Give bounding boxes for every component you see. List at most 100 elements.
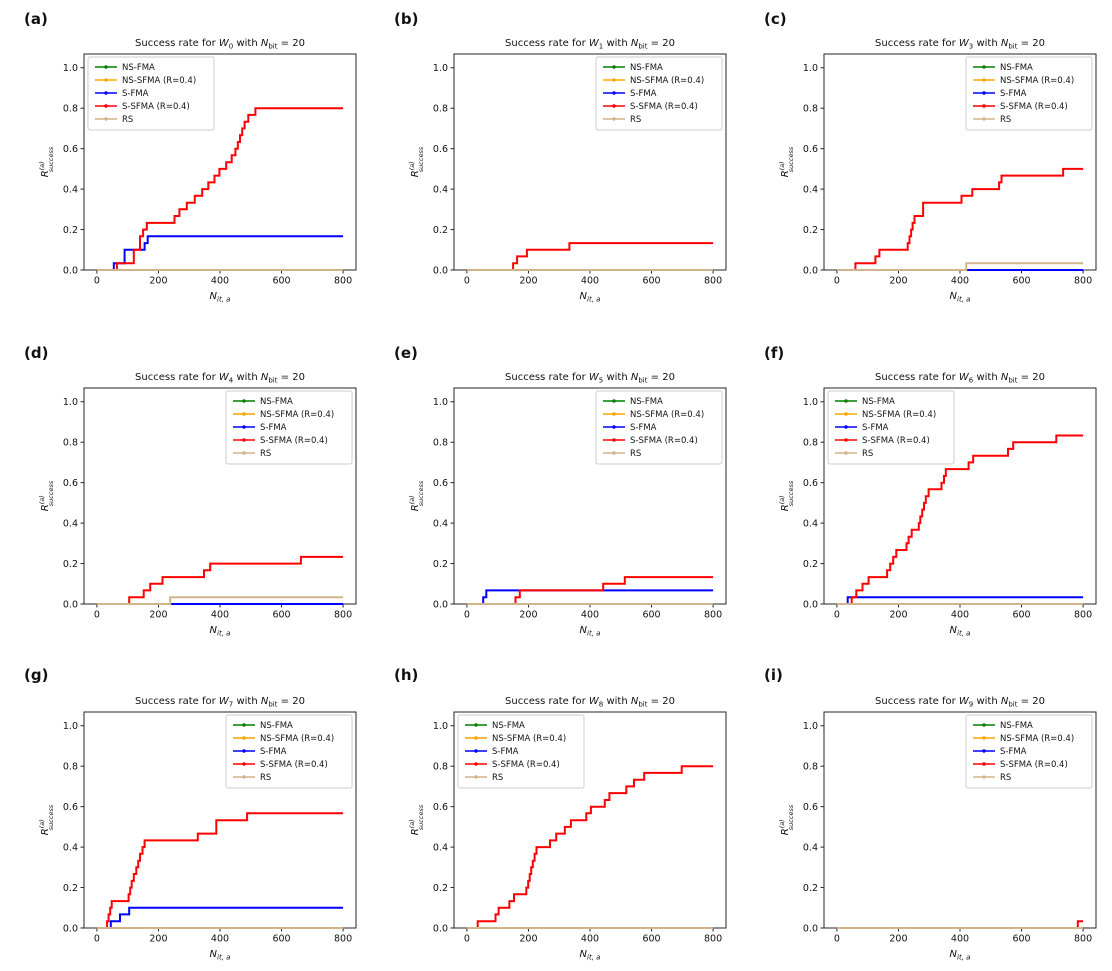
legend-marker-dot [104,65,108,69]
subplot-title: Success rate for W3 with Nbit = 20 [875,38,1045,51]
y-tick-label: 0.6 [803,802,818,813]
x-axis-label: Nit, a [580,291,601,304]
legend-label: S-SFMA (R=0.4) [630,102,698,112]
x-tick-label: 200 [519,610,537,621]
subplot-b: (b) 0 200 400 600 800 0.0 0.2 0.4 0.6 0.8 1.0 Succe… [370,0,740,320]
series-line-s-sfma-r-0-4- [466,765,714,929]
series-line-s-sfma-r-0-4- [96,812,344,929]
panel-label-i: (i) [764,666,783,684]
legend-label: NS-SFMA (R=0.4) [1000,76,1074,86]
legend-marker-dot [844,399,848,403]
legend-label: NS-SFMA (R=0.4) [630,76,704,86]
legend-marker-dot [612,91,616,95]
legend-label: S-FMA [862,423,889,433]
subplot-title: Success rate for W4 with Nbit = 20 [135,372,305,385]
x-tick-label: 800 [1074,934,1092,945]
legend-label: S-FMA [260,747,287,757]
legend-marker-dot [982,723,986,727]
y-axis-label: R(a)success [408,480,425,511]
legend-box [965,56,1093,131]
subplot-c: (c) 0 200 400 600 800 0.0 0.2 0.4 0.6 0.8 1.0 Succe… [740,0,1110,320]
y-tick-label: 0.6 [433,144,448,155]
x-tick-label: 0 [834,276,840,287]
series-line-s-fma [836,596,1084,605]
legend-marker-dot [242,736,246,740]
y-tick-label: 0.0 [433,265,448,276]
legend-label: RS [630,115,641,125]
legend-label: NS-FMA [260,397,293,407]
x-tick-label: 600 [642,610,660,621]
subplot-title: Success rate for W5 with Nbit = 20 [505,372,675,385]
subplot-title: Success rate for W6 with Nbit = 20 [875,372,1045,385]
legend-marker-dot [982,104,986,108]
x-tick-label: 400 [951,610,969,621]
legend-label: RS [1000,773,1011,783]
legend-marker-dot [612,399,616,403]
x-axis-label: Nit, a [210,949,231,962]
x-tick-label: 0 [464,276,470,287]
y-tick-label: 0.4 [803,518,818,529]
y-tick-label: 0.0 [433,599,448,610]
subplot-title: Success rate for W7 with Nbit = 20 [135,696,305,709]
x-axis-label: Nit, a [580,625,601,638]
x-tick-label: 0 [834,934,840,945]
legend-marker-dot [242,762,246,766]
legend-label: NS-SFMA (R=0.4) [862,410,936,420]
legend-marker-dot [474,775,478,779]
x-tick-label: 600 [1012,276,1030,287]
legend-label: S-FMA [260,423,287,433]
x-tick-label: 600 [1012,934,1030,945]
legend-label: S-SFMA (R=0.4) [1000,760,1068,770]
plot-canvas-f: 0 200 400 600 800 0.0 0.2 0.4 0.6 0.8 1.0 Success r… [778,372,1097,638]
legend-label: S-SFMA (R=0.4) [122,102,190,112]
y-tick-label: 0.2 [63,883,78,894]
y-tick-label: 0.0 [803,923,818,934]
x-tick-label: 0 [464,610,470,621]
x-tick-label: 200 [519,934,537,945]
legend-marker-dot [242,438,246,442]
y-tick-label: 0.8 [433,104,448,115]
x-tick-label: 200 [149,276,167,287]
y-tick-label: 0.8 [803,438,818,449]
y-tick-label: 1.0 [433,63,448,74]
x-tick-label: 400 [951,276,969,287]
x-tick-label: 400 [211,610,229,621]
legend-marker-dot [612,438,616,442]
subplot-title: Success rate for W8 with Nbit = 20 [505,696,675,709]
legend-label: NS-FMA [630,63,663,73]
legend-marker-dot [982,762,986,766]
subplot-a: (a) 0 200 400 600 800 0.0 0.2 0.4 0.6 0.8 1.0 Succe… [0,0,370,320]
legend-marker-dot [474,762,478,766]
y-tick-label: 0.2 [63,225,78,236]
y-tick-label: 0.2 [433,225,448,236]
panel-label-a: (a) [24,10,48,28]
legend-label: S-SFMA (R=0.4) [260,760,328,770]
subplot-title: Success rate for W0 with Nbit = 20 [135,38,305,51]
x-tick-label: 0 [94,610,100,621]
x-tick-label: 400 [581,934,599,945]
y-tick-label: 1.0 [63,397,78,408]
plot-canvas-c: 0 200 400 600 800 0.0 0.2 0.4 0.6 0.8 1.0 Success r… [778,38,1097,304]
panel-label-e: (e) [394,344,418,362]
y-tick-label: 0.0 [433,923,448,934]
y-tick-label: 0.2 [803,225,818,236]
subplot-i: (i) 0 200 400 600 800 0.0 0.2 0.4 0.6 0.8 1.0 Succe… [740,640,1110,971]
legend-marker-dot [474,736,478,740]
x-tick-label: 600 [642,934,660,945]
y-tick-label: 0.8 [63,762,78,773]
y-tick-label: 0.2 [433,883,448,894]
legend-box [595,390,723,465]
y-tick-label: 1.0 [63,63,78,74]
x-tick-label: 200 [519,276,537,287]
legend-box [225,390,353,465]
panel-label-h: (h) [394,666,419,684]
legend-marker-dot [982,65,986,69]
legend-marker-dot [612,425,616,429]
x-axis-label: Nit, a [950,291,971,304]
series-line-s-sfma-r-0-4- [836,434,1084,605]
y-tick-label: 0.8 [803,762,818,773]
legend-marker-dot [844,425,848,429]
legend-label: NS-SFMA (R=0.4) [260,734,334,744]
panel-label-c: (c) [764,10,787,28]
series-line-s-fma [466,589,714,605]
